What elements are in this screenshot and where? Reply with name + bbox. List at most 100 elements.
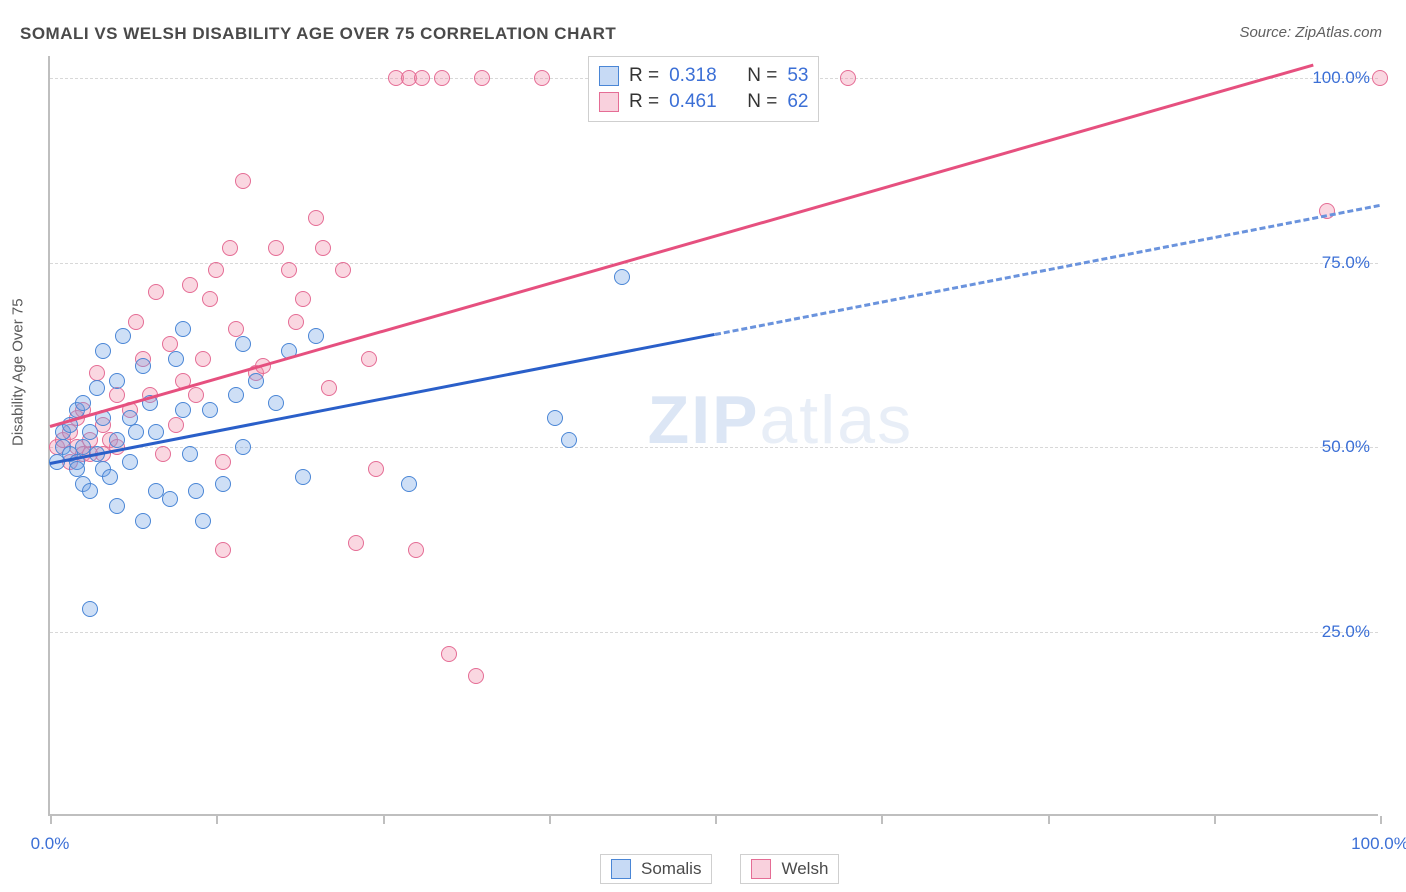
somalis-swatch-icon bbox=[611, 859, 631, 879]
scatter-point bbox=[89, 380, 105, 396]
scatter-point bbox=[122, 454, 138, 470]
scatter-point bbox=[348, 535, 364, 551]
scatter-point bbox=[128, 424, 144, 440]
scatter-point bbox=[474, 70, 490, 86]
scatter-point bbox=[408, 542, 424, 558]
scatter-point bbox=[321, 380, 337, 396]
scatter-point bbox=[414, 70, 430, 86]
scatter-point bbox=[69, 461, 85, 477]
scatter-point bbox=[155, 446, 171, 462]
chart-title: SOMALI VS WELSH DISABILITY AGE OVER 75 C… bbox=[20, 24, 616, 44]
scatter-point bbox=[361, 351, 377, 367]
scatter-point bbox=[202, 402, 218, 418]
scatter-point bbox=[168, 417, 184, 433]
scatter-point bbox=[75, 395, 91, 411]
scatter-point bbox=[614, 269, 630, 285]
scatter-point bbox=[95, 343, 111, 359]
scatter-point bbox=[82, 483, 98, 499]
scatter-point bbox=[235, 439, 251, 455]
scatter-point bbox=[182, 277, 198, 293]
scatter-point bbox=[1372, 70, 1388, 86]
scatter-point bbox=[115, 328, 131, 344]
source-label: Source: ZipAtlas.com bbox=[1239, 24, 1382, 41]
scatter-point bbox=[434, 70, 450, 86]
welsh-n-value: 62 bbox=[787, 91, 808, 113]
x-tick-label: 100.0% bbox=[1351, 834, 1406, 854]
r-label: R = bbox=[629, 65, 659, 87]
scatter-point bbox=[109, 373, 125, 389]
scatter-point bbox=[89, 365, 105, 381]
scatter-point bbox=[148, 284, 164, 300]
scatter-point bbox=[268, 395, 284, 411]
scatter-point bbox=[82, 601, 98, 617]
scatter-point bbox=[109, 432, 125, 448]
x-tick-label: 0.0% bbox=[31, 834, 70, 854]
scatter-point bbox=[534, 70, 550, 86]
scatter-point bbox=[135, 513, 151, 529]
x-tick bbox=[1214, 816, 1216, 824]
scatter-point bbox=[109, 498, 125, 514]
scatter-point bbox=[547, 410, 563, 426]
correlation-stats-box: R = 0.318 N = 53 R = 0.461 N = 62 bbox=[588, 56, 819, 122]
scatter-plot-area: ZIPatlas 25.0%50.0%75.0%100.0%0.0%100.0% bbox=[48, 56, 1378, 816]
scatter-point bbox=[182, 446, 198, 462]
x-tick bbox=[1048, 816, 1050, 824]
scatter-point bbox=[168, 351, 184, 367]
r-label: R = bbox=[629, 91, 659, 113]
scatter-point bbox=[315, 240, 331, 256]
scatter-point bbox=[102, 469, 118, 485]
legend-label-somalis: Somalis bbox=[641, 859, 701, 879]
legend: Somalis Welsh bbox=[600, 854, 839, 884]
y-tick-label: 75.0% bbox=[1322, 253, 1370, 273]
x-tick bbox=[383, 816, 385, 824]
scatter-point bbox=[268, 240, 284, 256]
scatter-point bbox=[188, 387, 204, 403]
scatter-point bbox=[175, 321, 191, 337]
trend-line bbox=[715, 204, 1381, 336]
scatter-point bbox=[162, 491, 178, 507]
scatter-point bbox=[128, 314, 144, 330]
y-axis-label: Disability Age Over 75 bbox=[10, 298, 27, 446]
scatter-point bbox=[228, 387, 244, 403]
scatter-point bbox=[82, 424, 98, 440]
scatter-point bbox=[368, 461, 384, 477]
somalis-n-value: 53 bbox=[787, 65, 808, 87]
scatter-point bbox=[441, 646, 457, 662]
n-label: N = bbox=[747, 91, 777, 113]
scatter-point bbox=[175, 402, 191, 418]
scatter-point bbox=[281, 262, 297, 278]
legend-label-welsh: Welsh bbox=[781, 859, 828, 879]
scatter-point bbox=[222, 240, 238, 256]
y-tick-label: 25.0% bbox=[1322, 622, 1370, 642]
scatter-point bbox=[308, 328, 324, 344]
scatter-point bbox=[248, 373, 264, 389]
scatter-point bbox=[188, 483, 204, 499]
x-tick bbox=[715, 816, 717, 824]
scatter-point bbox=[215, 476, 231, 492]
scatter-point bbox=[288, 314, 304, 330]
scatter-point bbox=[401, 476, 417, 492]
scatter-point bbox=[215, 454, 231, 470]
x-tick bbox=[549, 816, 551, 824]
scatter-point bbox=[215, 542, 231, 558]
scatter-point bbox=[109, 387, 125, 403]
stats-row-welsh: R = 0.461 N = 62 bbox=[599, 89, 808, 115]
scatter-point bbox=[135, 358, 151, 374]
x-tick bbox=[216, 816, 218, 824]
scatter-point bbox=[295, 291, 311, 307]
y-tick-label: 50.0% bbox=[1322, 437, 1370, 457]
welsh-r-value: 0.461 bbox=[669, 91, 717, 113]
scatter-point bbox=[195, 351, 211, 367]
gridline bbox=[50, 632, 1378, 633]
y-tick-label: 100.0% bbox=[1312, 68, 1370, 88]
scatter-point bbox=[468, 668, 484, 684]
scatter-point bbox=[295, 469, 311, 485]
legend-item-welsh: Welsh bbox=[740, 854, 839, 884]
scatter-point bbox=[335, 262, 351, 278]
legend-item-somalis: Somalis bbox=[600, 854, 712, 884]
welsh-swatch-icon bbox=[599, 92, 619, 112]
somalis-swatch-icon bbox=[599, 66, 619, 86]
scatter-point bbox=[228, 321, 244, 337]
scatter-point bbox=[195, 513, 211, 529]
scatter-point bbox=[561, 432, 577, 448]
